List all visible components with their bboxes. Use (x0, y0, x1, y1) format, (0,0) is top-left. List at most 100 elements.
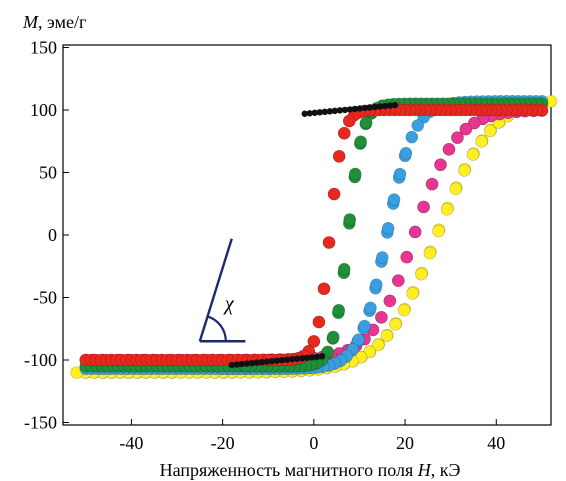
outline-point (331, 107, 339, 115)
data-point (364, 301, 377, 315)
data-point (442, 143, 456, 156)
data-point (440, 203, 454, 216)
outline-point (248, 359, 256, 367)
outline-point (391, 101, 399, 109)
data-point (371, 338, 385, 352)
data-point (381, 221, 395, 235)
outline-point (306, 110, 313, 117)
outline-point (228, 361, 235, 369)
data-point (466, 148, 480, 161)
outline-point (351, 105, 359, 113)
y-axis-title: M, эме/г (22, 12, 86, 32)
y-tick-label: -100 (24, 350, 57, 370)
data-point (397, 303, 411, 317)
data-point (326, 330, 340, 344)
outline-point (268, 357, 276, 365)
outline-point (361, 104, 369, 112)
x-tick-label: -20 (211, 433, 235, 453)
data-point (406, 287, 419, 300)
data-point (358, 319, 371, 333)
outline-point (263, 358, 271, 365)
data-point (434, 158, 447, 172)
x-tick-label: 20 (396, 433, 414, 453)
outline-point (346, 106, 354, 113)
outline-point (273, 357, 281, 364)
outline-point (308, 354, 316, 361)
outline-point (341, 106, 349, 114)
outline-point (301, 110, 308, 117)
x-tick-label: 40 (487, 433, 505, 453)
data-point (375, 311, 388, 324)
data-point (400, 250, 414, 264)
data-point (322, 236, 336, 249)
outline-point (316, 109, 323, 116)
data-point (332, 150, 346, 163)
outline-point (326, 108, 334, 115)
y-tick-label: 50 (39, 163, 57, 183)
data-point (389, 318, 402, 331)
data-point (411, 119, 425, 132)
outline-point (303, 354, 311, 361)
data-point (348, 167, 362, 181)
data-point (337, 126, 351, 140)
y-tick-label: 0 (48, 225, 57, 245)
outline-point (318, 353, 326, 360)
data-point (468, 116, 481, 130)
data-point (459, 122, 473, 136)
outline-point (293, 355, 301, 362)
chi-label: χ (223, 293, 235, 315)
data-point (327, 187, 341, 201)
outline-point (311, 109, 318, 116)
data-point (343, 213, 357, 226)
data-point (423, 246, 437, 260)
y-axis-unit: , эме/г (38, 12, 86, 32)
series-layer (70, 94, 558, 379)
outline-point (381, 102, 389, 110)
data-point (405, 130, 419, 144)
outline-point (288, 356, 296, 363)
outline-point (386, 102, 394, 109)
x-axis-unit: , кЭ (431, 460, 461, 480)
data-point (417, 200, 430, 214)
x-axis-title: Напряженность магнитного поля H, кЭ (160, 460, 461, 480)
outline-point (356, 105, 364, 112)
outline-point (366, 104, 374, 111)
data-point (332, 303, 346, 317)
data-point (375, 251, 389, 264)
data-point (307, 335, 321, 348)
data-point (449, 182, 463, 196)
outline-point (321, 108, 328, 116)
data-point (383, 294, 397, 308)
data-point (414, 267, 428, 281)
outline-point (243, 360, 250, 367)
outline-point (258, 358, 266, 366)
y-tick-label: -150 (24, 413, 57, 433)
outline-point (278, 356, 286, 364)
data-point (408, 225, 422, 239)
saturation-outline (228, 101, 399, 369)
outline-point (336, 107, 344, 114)
outline-point (233, 361, 240, 368)
x-tick-label: -40 (119, 433, 143, 453)
data-point (393, 167, 407, 181)
data-point (391, 274, 405, 287)
data-point (359, 116, 373, 130)
data-point (451, 131, 464, 144)
data-point (370, 278, 383, 292)
outline-point (283, 356, 291, 363)
data-point (337, 262, 351, 276)
data-point (354, 135, 368, 149)
susceptibility-line (198, 238, 233, 342)
data-point (387, 193, 401, 206)
data-point (399, 146, 413, 160)
outline-point (376, 103, 384, 110)
data-point (458, 164, 471, 177)
x-tick-label: 0 (309, 433, 318, 453)
annotation-layer: χ (198, 238, 246, 343)
data-point (483, 124, 497, 138)
outline-point (238, 360, 245, 368)
data-point (475, 135, 488, 148)
angle-arc (207, 315, 227, 342)
data-point (380, 329, 394, 343)
